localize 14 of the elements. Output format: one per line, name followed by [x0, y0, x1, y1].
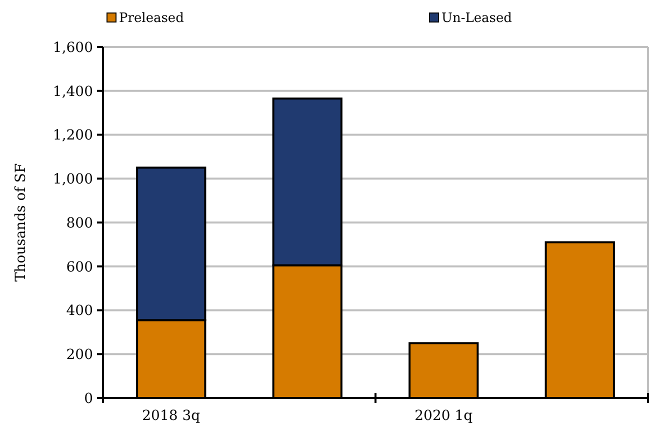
y-axis-title: Thousands of SF [13, 163, 29, 282]
y-tick-label: 600 [66, 259, 93, 276]
y-tick-label: 400 [66, 303, 93, 320]
y-tick-label: 1,200 [52, 128, 93, 144]
legend-label: Un-Leased [442, 11, 512, 26]
y-tick-label: 1,400 [52, 84, 93, 100]
x-tick-label: 2018 3q [142, 408, 200, 424]
legend-label: Preleased [119, 11, 184, 26]
y-tick-label: 800 [66, 215, 93, 232]
x-tick-label: 2020 1q [414, 408, 473, 424]
y-tick-label: 200 [66, 347, 93, 364]
y-tick-label: 1,000 [52, 172, 93, 188]
y-tick-label: 0 [84, 390, 93, 407]
y-tick-label: 1,600 [52, 40, 93, 56]
